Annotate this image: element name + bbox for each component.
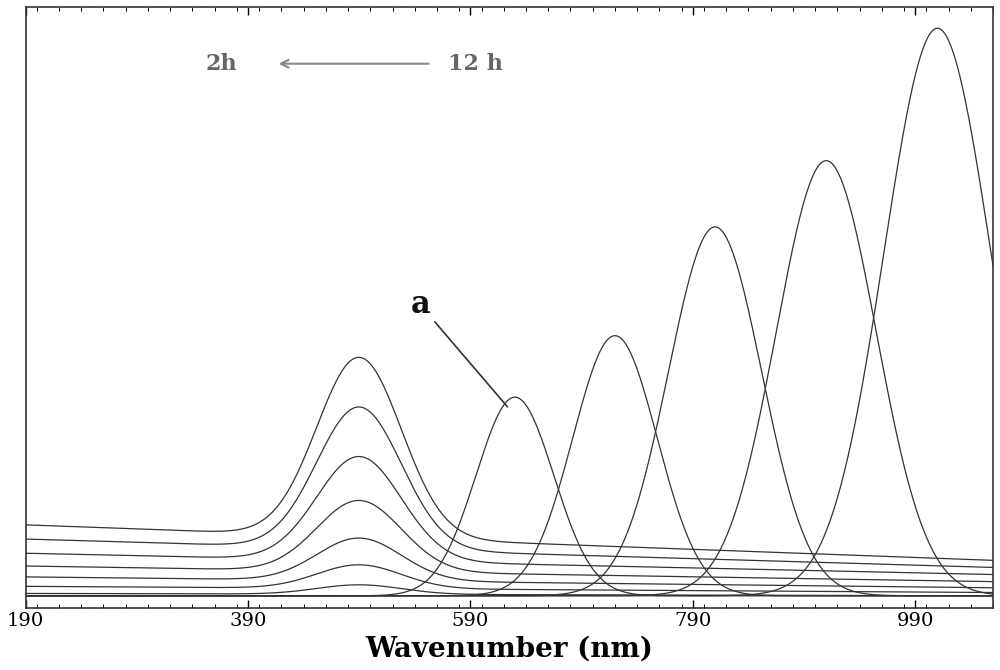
Text: 2h: 2h [205, 53, 237, 74]
Text: a: a [410, 289, 508, 407]
Text: 12 h: 12 h [448, 53, 503, 74]
X-axis label: Wavenumber (nm): Wavenumber (nm) [365, 636, 653, 663]
